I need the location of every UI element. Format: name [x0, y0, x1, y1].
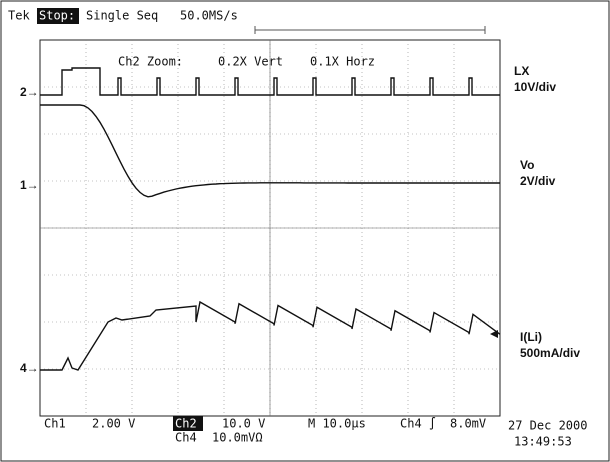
state-box [37, 8, 79, 24]
trigger: Ch4 ∫ [400, 417, 436, 431]
ch1-scale: 2.00 V [92, 417, 135, 431]
clock: 13:49:53 [514, 435, 572, 449]
timebase: M 10.0µs [308, 417, 366, 431]
lx-trace [40, 67, 500, 96]
channel-scale: 2V/div [520, 174, 556, 188]
ch4-scale: 10.0mVΩ [212, 431, 263, 445]
ch4: Ch4 [175, 431, 197, 445]
vo-trace [40, 104, 500, 198]
channel-scale: 500mA/div [520, 346, 580, 360]
il-trace [40, 300, 501, 371]
channel-name: I(Li) [520, 330, 542, 344]
trigger-level: 8.0mV [450, 417, 486, 431]
ch2: Ch2 [175, 417, 197, 431]
zoom-vert: 0.2X Vert [218, 55, 283, 69]
marker: 4→ [20, 361, 39, 375]
graticule [40, 40, 500, 416]
record-bar [254, 26, 486, 34]
marker: 1→ [20, 178, 39, 192]
channel-scale: 10V/div [514, 80, 556, 94]
zoom-horz: 0.1X Horz [310, 55, 375, 69]
channel-name: Vo [520, 158, 534, 172]
ch2-scale: 10.0 V [222, 417, 265, 431]
date: 27 Dec 2000 [508, 419, 587, 433]
marker: 2→ [20, 85, 39, 99]
state: Stop: [39, 9, 75, 23]
rate: 50.0MS/s [180, 9, 238, 23]
brand: Tek [8, 9, 30, 23]
mode: Single Seq [86, 9, 158, 23]
zoom-channel: Ch2 Zoom: [118, 55, 183, 69]
ch1: Ch1 [44, 417, 66, 431]
channel-name: LX [514, 64, 529, 78]
ch2-box [173, 416, 203, 431]
